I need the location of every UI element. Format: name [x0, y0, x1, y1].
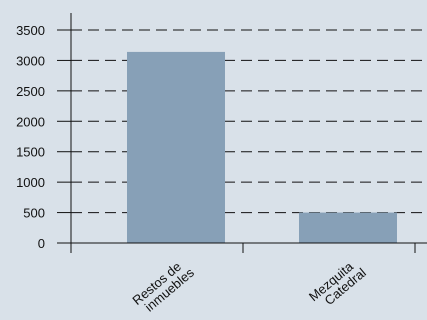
gridlines	[57, 29, 427, 244]
y-tick-label: 1500	[16, 145, 45, 160]
y-tick-label: 0	[38, 236, 45, 251]
bar	[127, 51, 225, 244]
axes	[57, 13, 427, 253]
y-tick-label: 3000	[16, 53, 45, 68]
bar	[299, 212, 397, 243]
category-label-text: Restos deinmuebles	[129, 255, 197, 318]
category-label: MezquitaCatedral	[306, 255, 369, 314]
y-tick-label: 500	[23, 206, 45, 221]
category-label-text: MezquitaCatedral	[306, 255, 369, 314]
category-label: Restos deinmuebles	[129, 255, 197, 318]
bars	[127, 51, 397, 244]
y-tick-label: 1000	[16, 175, 45, 190]
y-tick-label: 2000	[16, 114, 45, 129]
y-tick-label: 3500	[16, 23, 45, 38]
y-tick-label: 2500	[16, 84, 45, 99]
